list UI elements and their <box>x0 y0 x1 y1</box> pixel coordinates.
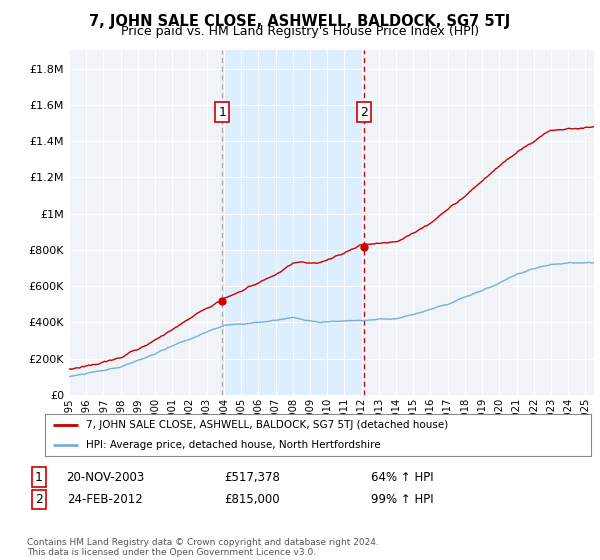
Text: 7, JOHN SALE CLOSE, ASHWELL, BALDOCK, SG7 5TJ (detached house): 7, JOHN SALE CLOSE, ASHWELL, BALDOCK, SG… <box>86 420 448 430</box>
Text: 20-NOV-2003: 20-NOV-2003 <box>66 470 144 484</box>
Text: £815,000: £815,000 <box>224 493 280 506</box>
Bar <box>222 50 364 395</box>
Text: HPI: Average price, detached house, North Hertfordshire: HPI: Average price, detached house, Nort… <box>86 440 380 450</box>
Text: 1: 1 <box>35 470 43 484</box>
Text: 1: 1 <box>218 105 226 119</box>
Text: 2: 2 <box>360 105 368 119</box>
Text: Contains HM Land Registry data © Crown copyright and database right 2024.
This d: Contains HM Land Registry data © Crown c… <box>27 538 379 557</box>
Text: 2: 2 <box>35 493 43 506</box>
Text: 99% ↑ HPI: 99% ↑ HPI <box>371 493 433 506</box>
Text: 24-FEB-2012: 24-FEB-2012 <box>67 493 143 506</box>
Text: 64% ↑ HPI: 64% ↑ HPI <box>371 470 433 484</box>
Text: Price paid vs. HM Land Registry's House Price Index (HPI): Price paid vs. HM Land Registry's House … <box>121 25 479 38</box>
Text: 7, JOHN SALE CLOSE, ASHWELL, BALDOCK, SG7 5TJ: 7, JOHN SALE CLOSE, ASHWELL, BALDOCK, SG… <box>89 14 511 29</box>
Text: £517,378: £517,378 <box>224 470 280 484</box>
